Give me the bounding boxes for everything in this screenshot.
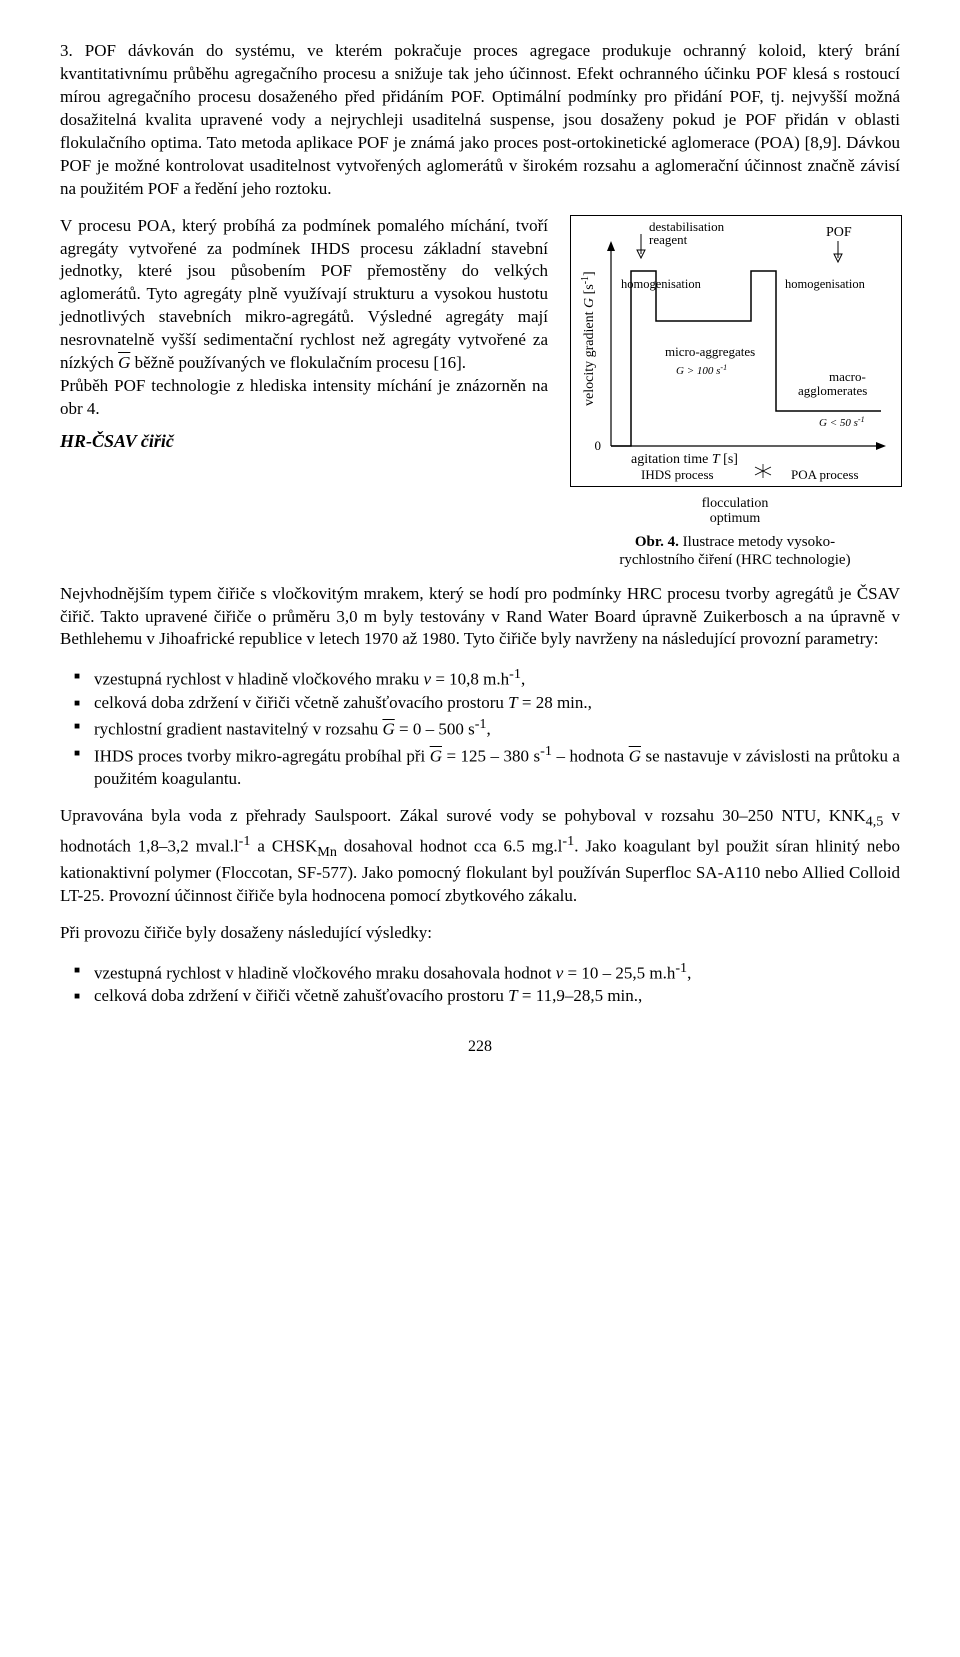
para-left-3: Průběh POF technologie z hlediska intens… (60, 376, 548, 418)
g-high: G > 100 s-1 (676, 363, 727, 377)
section-header: HR-ČSAV čiřič (60, 429, 548, 453)
yaxis-label: velocity gradient G [s-1] (580, 271, 597, 406)
list-item: vzestupná rychlost v hladině vločkového … (94, 959, 900, 986)
list-item: celková doba zdržení v čiřiči včetně zah… (94, 692, 900, 715)
paragraph-upravovana: Upravována byla voda z přehrady Saulspoo… (60, 805, 900, 908)
xaxis-label: agitation time T [s] (631, 452, 738, 467)
list-item: IHDS proces tvorby mikro-agregátu probíh… (94, 742, 900, 792)
figure-column: 0 destabilisation reagent POF homogenisa… (570, 215, 900, 569)
list-item: rychlostní gradient nastavitelný v rozsa… (94, 715, 900, 742)
para-left-1: V procesu POA, který probíhá za podmínek… (60, 216, 548, 373)
poa-label: POA process (791, 467, 859, 482)
g-low: G < 50 s-1 (819, 415, 865, 429)
chart-svg: 0 destabilisation reagent POF homogenisa… (570, 215, 902, 487)
bullet-list-2: vzestupná rychlost v hladině vločkového … (60, 959, 900, 1009)
micro-agg: micro-aggregates (665, 344, 755, 359)
bullet-list-1: vzestupná rychlost v hladině vločkového … (60, 665, 900, 791)
list-item: vzestupná rychlost v hladině vločkového … (94, 665, 900, 692)
page-number: 228 (60, 1036, 900, 1058)
left-text-column: V procesu POA, který probíhá za podmínek… (60, 215, 548, 462)
g-overline-1: G (118, 353, 130, 372)
list-item: celková doba zdržení v čiřiči včetně zah… (94, 985, 900, 1008)
paragraph-nejvhodnejsim: Nejvhodnějším typem čiřiče s vločkovitým… (60, 583, 900, 652)
homog-left: homogenisation (621, 277, 702, 291)
paragraph-top: 3. POF dávkován do systému, ve kterém po… (60, 40, 900, 201)
ihds-label: IHDS process (641, 467, 714, 482)
macro-2: agglomerates (798, 383, 867, 398)
axis-zero: 0 (595, 438, 602, 453)
paragraph-results: Při provozu čiřiče byly dosaženy následu… (60, 922, 900, 945)
macro-1: macro- (829, 369, 866, 384)
flocculation-label: flocculationoptimum (570, 496, 900, 527)
pof-label: POF (826, 225, 852, 240)
para-left-2: běžně používaných ve flokulačním procesu… (130, 353, 466, 372)
figure-caption: Obr. 4. Ilustrace metody vysoko-rychlost… (570, 533, 900, 569)
homog-right: homogenisation (785, 277, 866, 291)
text-figure-row: V procesu POA, který probíhá za podmínek… (60, 215, 900, 569)
destab-2: reagent (649, 232, 688, 247)
